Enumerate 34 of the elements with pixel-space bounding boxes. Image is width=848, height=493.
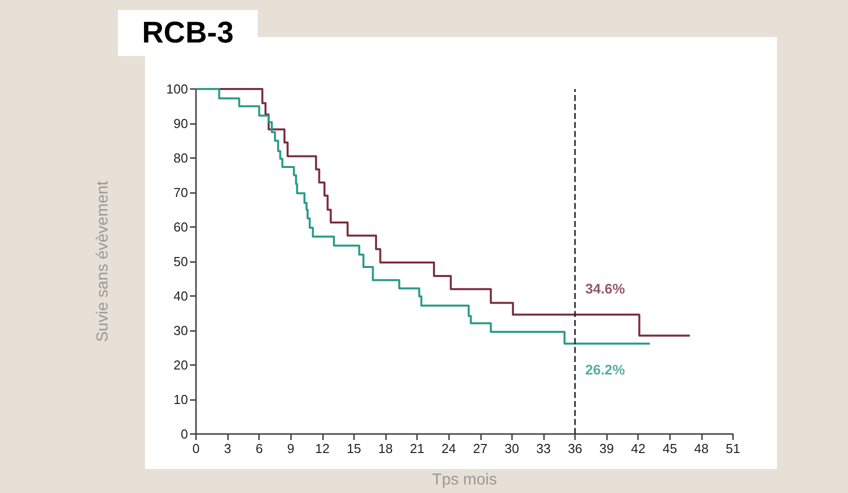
x-tick-label: 21 <box>410 441 424 456</box>
x-tick-label: 9 <box>287 441 294 456</box>
y-tick-label: 70 <box>174 185 188 200</box>
y-tick-label: 90 <box>174 116 188 131</box>
x-tick-label: 51 <box>726 441 740 456</box>
x-tick-label: 24 <box>441 441 456 456</box>
y-tick-label: 60 <box>174 220 188 234</box>
y-axis-title: Suvie sans évèvement <box>94 180 112 342</box>
y-tick-label: 10 <box>174 392 188 407</box>
y-tick-label: 100 <box>166 82 188 96</box>
x-tick-label: 33 <box>536 441 551 456</box>
y-tick-label: 50 <box>174 254 188 269</box>
chart-title: RCB-3 <box>142 16 234 50</box>
x-tick-label: 45 <box>662 441 678 456</box>
x-axis-title: Tps mois <box>432 472 497 488</box>
x-tick-label: 30 <box>504 441 520 456</box>
x-tick-label: 12 <box>315 441 330 456</box>
y-tick-label: 0 <box>180 426 188 442</box>
annotation: 34.6% <box>585 280 626 297</box>
annotation: 26.2% <box>585 362 626 378</box>
x-tick-label: 15 <box>346 441 362 456</box>
x-tick-label: 48 <box>694 441 709 456</box>
x-tick-label: 0 <box>192 441 200 456</box>
y-tick-label: 20 <box>174 358 188 372</box>
x-tick-label: 42 <box>631 441 646 456</box>
y-tick-label: 80 <box>174 150 188 166</box>
x-tick-label: 3 <box>224 441 232 456</box>
x-tick-label: 27 <box>473 441 488 456</box>
x-tick-label: 36 <box>568 441 582 456</box>
x-tick-label: 39 <box>599 441 614 456</box>
y-tick-label: 40 <box>174 288 188 304</box>
y-tick-label: 30 <box>174 323 188 338</box>
x-tick-label: 18 <box>378 441 393 456</box>
x-tick-label: 6 <box>256 441 263 456</box>
